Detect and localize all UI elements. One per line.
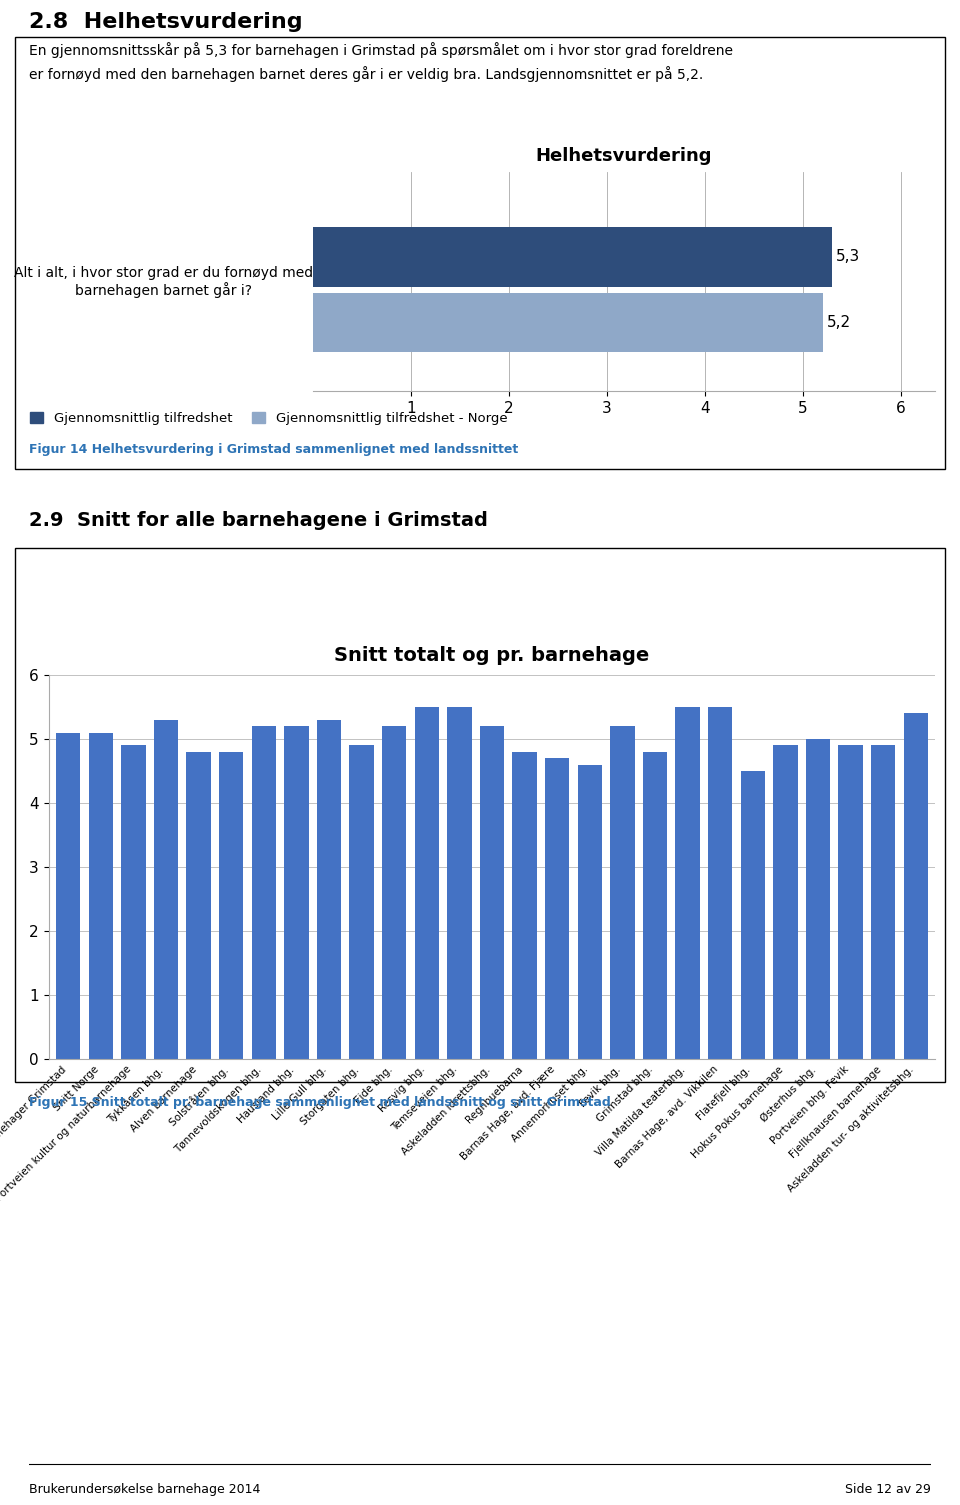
Text: Side 12 av 29: Side 12 av 29 [846, 1482, 931, 1496]
Text: 2.9  Snitt for alle barnehagene i Grimstad: 2.9 Snitt for alle barnehagene i Grimsta… [29, 510, 488, 530]
Bar [643, 752, 667, 1060]
Text: Brukerundersøkelse barnehage 2014: Brukerundersøkelse barnehage 2014 [29, 1482, 260, 1496]
Bar [838, 745, 863, 1060]
Bar [740, 771, 765, 1060]
Bar [252, 727, 276, 1060]
Bar [313, 227, 832, 286]
Bar [121, 745, 146, 1060]
Title: Snitt totalt og pr. barnehage: Snitt totalt og pr. barnehage [334, 646, 650, 665]
Bar [186, 752, 211, 1060]
Bar [611, 727, 635, 1060]
Bar [708, 707, 732, 1060]
Bar [317, 719, 341, 1060]
Text: 5,2: 5,2 [827, 315, 851, 330]
Bar [415, 707, 439, 1060]
Bar [382, 727, 406, 1060]
Bar [578, 765, 602, 1060]
Text: 5,3: 5,3 [836, 250, 860, 265]
Bar [313, 293, 823, 352]
Bar [154, 719, 179, 1060]
Bar [513, 752, 537, 1060]
Bar [56, 733, 81, 1060]
Bar [349, 745, 373, 1060]
Text: Figur 15 Snitt totalt pr. barnehage sammenlignet med landssnitt og snitt Grimsta: Figur 15 Snitt totalt pr. barnehage samm… [29, 1096, 611, 1109]
Bar [219, 752, 244, 1060]
Text: En gjennomsnittsskår på 5,3 for barnehagen i Grimstad på spørsmålet om i hvor st: En gjennomsnittsskår på 5,3 for barnehag… [29, 42, 732, 81]
Bar [545, 759, 569, 1060]
Bar [88, 733, 113, 1060]
Text: 2.8  Helhetsvurdering: 2.8 Helhetsvurdering [29, 12, 302, 32]
Bar [447, 707, 471, 1060]
Title: Helhetsvurdering: Helhetsvurdering [536, 147, 712, 166]
Bar [480, 727, 504, 1060]
Bar [871, 745, 896, 1060]
Bar [284, 727, 308, 1060]
Bar [805, 739, 830, 1060]
Text: Alt i alt, i hvor stor grad er du fornøyd med
barnehagen barnet går i?: Alt i alt, i hvor stor grad er du fornøy… [14, 265, 313, 298]
Text: Figur 14 Helhetsvurdering i Grimstad sammenlignet med landssnittet: Figur 14 Helhetsvurdering i Grimstad sam… [29, 444, 518, 456]
Bar [903, 713, 928, 1060]
Bar [676, 707, 700, 1060]
Legend: Gjennomsnittlig tilfredshet, Gjennomsnittlig tilfredshet - Norge: Gjennomsnittlig tilfredshet, Gjennomsnit… [25, 406, 513, 430]
Bar [773, 745, 798, 1060]
